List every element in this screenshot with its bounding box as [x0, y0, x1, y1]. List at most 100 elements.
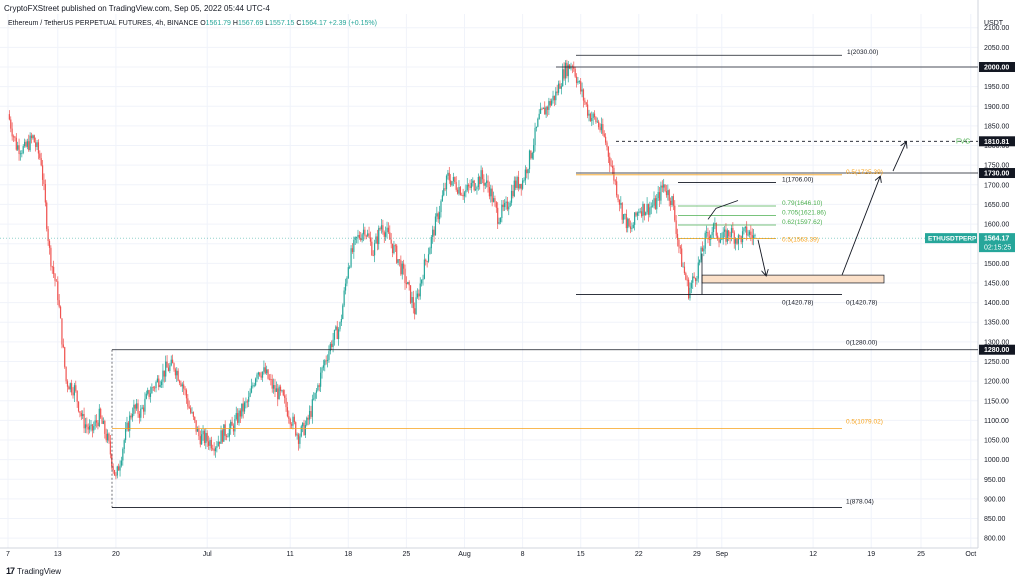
- candle-body: [365, 235, 367, 237]
- candle-body: [11, 128, 13, 137]
- candle-body: [681, 248, 683, 267]
- candle-body: [581, 89, 583, 92]
- price-tick-label: 1150.00: [984, 398, 1009, 405]
- candle-body: [657, 192, 659, 199]
- candle-body: [683, 266, 686, 274]
- candle-body: [746, 226, 748, 236]
- candle-body: [207, 441, 210, 446]
- candle-body: [286, 407, 289, 417]
- candle-body: [83, 414, 85, 429]
- arrow-up-1: [841, 177, 880, 276]
- candle-body: [523, 180, 525, 182]
- symbol-tag-box: [925, 233, 977, 244]
- candle-body: [123, 440, 125, 450]
- price-tick-label: 950.00: [984, 477, 1006, 484]
- candle-body: [643, 203, 645, 216]
- candle-body: [480, 170, 482, 185]
- price-tag-label: 2000.00: [984, 65, 1009, 72]
- candle-body: [372, 255, 374, 256]
- price-tick-label: 1250.00: [984, 359, 1009, 366]
- candle-body: [675, 220, 677, 234]
- candle-body: [104, 421, 106, 434]
- candle-body: [362, 229, 365, 235]
- time-tick-label: 13: [54, 551, 62, 558]
- candle-body: [427, 254, 430, 262]
- candle-body: [267, 369, 269, 379]
- candle-body: [133, 404, 135, 414]
- candle-body: [484, 183, 486, 186]
- candle-body: [39, 153, 41, 159]
- candle-body: [582, 89, 585, 101]
- candle-body: [201, 434, 203, 445]
- candle-body: [387, 227, 390, 233]
- candle-body: [187, 398, 189, 407]
- candle-body: [28, 141, 30, 151]
- candle-body: [739, 235, 741, 237]
- candle-body: [528, 150, 531, 170]
- candle-body: [112, 466, 114, 471]
- candle-body: [321, 367, 323, 373]
- candle-body: [723, 229, 726, 232]
- candle-body: [649, 207, 651, 215]
- candle-body: [206, 432, 208, 442]
- candle-body: [539, 108, 542, 114]
- candle-body: [660, 185, 662, 201]
- candle-body: [445, 175, 448, 190]
- candle-body: [638, 211, 640, 213]
- candle-body: [118, 466, 120, 471]
- candle-body: [737, 235, 739, 244]
- time-tick-label: 25: [403, 551, 411, 558]
- candle-body: [534, 128, 536, 146]
- candle-body: [512, 190, 514, 197]
- fib-label: 0(1420.78): [782, 299, 813, 306]
- candle-body: [452, 177, 455, 182]
- candle-body: [356, 237, 358, 238]
- price-tick-label: 1900.00: [984, 104, 1009, 111]
- candle-body: [618, 199, 621, 205]
- candle-body: [307, 417, 309, 420]
- candle-body: [647, 204, 650, 215]
- candle-body: [688, 279, 690, 299]
- candle-body: [62, 344, 64, 348]
- candle-body: [349, 266, 351, 268]
- candle-body: [369, 237, 372, 242]
- candle-body: [145, 393, 147, 399]
- candle-body: [184, 388, 186, 391]
- candle-body: [640, 211, 643, 217]
- candle-body: [622, 214, 625, 220]
- candle-body: [544, 107, 546, 115]
- candle-body: [632, 224, 634, 229]
- candle-body: [719, 239, 722, 243]
- candle-body: [270, 378, 272, 380]
- candle-body: [562, 69, 564, 87]
- candle-body: [24, 141, 26, 147]
- candle-body: [573, 66, 575, 69]
- candle-body: [315, 390, 318, 393]
- candle-body: [556, 91, 558, 93]
- candle-body: [588, 113, 590, 116]
- candle-body: [275, 388, 277, 392]
- candle-body: [440, 201, 442, 213]
- candle-body: [563, 69, 565, 79]
- candle-body: [400, 260, 402, 275]
- candle-body: [360, 238, 362, 241]
- candle-body: [466, 184, 468, 190]
- candle-body: [386, 227, 388, 233]
- price-tick-label: 1000.00: [984, 457, 1009, 464]
- candle-body: [101, 417, 103, 424]
- candle-body: [140, 408, 142, 418]
- candle-body: [487, 180, 489, 188]
- candle-body: [47, 228, 49, 241]
- candle-body: [115, 475, 117, 477]
- candle-body: [322, 365, 324, 368]
- candle-body: [522, 180, 524, 189]
- candle-body: [436, 213, 438, 217]
- candle-body: [434, 216, 437, 236]
- candle-body: [743, 228, 745, 232]
- candle-body: [148, 390, 150, 397]
- candle-body: [520, 183, 522, 189]
- candle-body: [194, 416, 196, 421]
- candle-body: [605, 136, 607, 143]
- candle-body: [603, 133, 605, 137]
